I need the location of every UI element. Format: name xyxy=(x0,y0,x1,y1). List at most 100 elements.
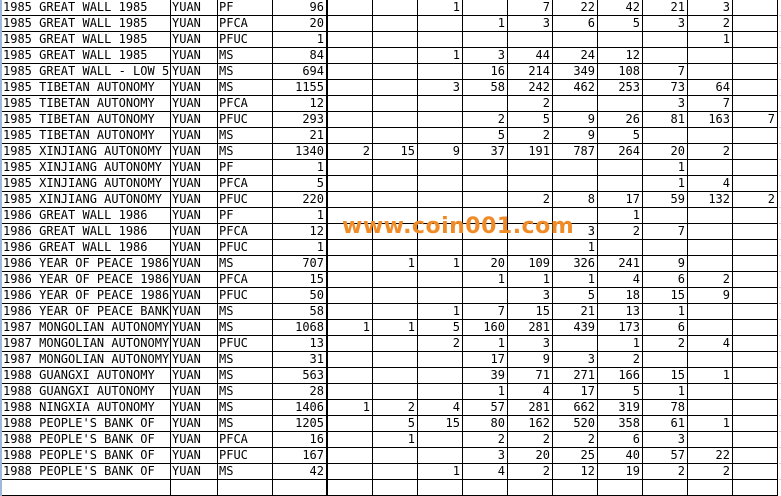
cell-count[interactable] xyxy=(463,32,508,48)
cell-count[interactable] xyxy=(733,400,778,416)
cell-grade[interactable]: MS xyxy=(218,256,273,272)
cell-count[interactable] xyxy=(733,16,778,32)
cell-count[interactable]: 78 xyxy=(643,400,688,416)
cell-count[interactable] xyxy=(418,432,463,448)
cell-unit[interactable]: YUAN xyxy=(171,144,218,160)
cell-count[interactable] xyxy=(733,368,778,384)
cell-count[interactable] xyxy=(688,432,733,448)
cell-grade[interactable]: PFUC xyxy=(218,448,273,464)
cell-count[interactable]: 1 xyxy=(643,160,688,176)
cell-count[interactable] xyxy=(418,384,463,400)
cell-count[interactable]: 20 xyxy=(643,144,688,160)
cell-count[interactable]: 6 xyxy=(598,432,643,448)
cell-grade[interactable]: PFCA xyxy=(218,176,273,192)
cell-count[interactable]: 349 xyxy=(553,64,598,80)
cell-count[interactable]: 20 xyxy=(508,448,553,464)
cell-count[interactable]: 12 xyxy=(598,48,643,64)
cell-count[interactable]: 6 xyxy=(643,272,688,288)
cell-grade[interactable]: PFCA xyxy=(218,16,273,32)
cell-count[interactable]: 2 xyxy=(553,432,598,448)
cell-grade[interactable]: MS xyxy=(218,352,273,368)
cell-count[interactable] xyxy=(328,352,373,368)
cell-count[interactable] xyxy=(328,432,373,448)
cell-count[interactable] xyxy=(418,352,463,368)
cell-count[interactable]: 4 xyxy=(598,272,643,288)
cell-count[interactable]: 7 xyxy=(688,96,733,112)
cell-count[interactable] xyxy=(508,176,553,192)
cell-count[interactable] xyxy=(688,304,733,320)
cell-unit[interactable]: YUAN xyxy=(171,80,218,96)
cell-count[interactable] xyxy=(733,432,778,448)
cell-count[interactable] xyxy=(373,336,418,352)
cell-count[interactable] xyxy=(328,288,373,304)
cell-name[interactable]: 1985 XINJIANG AUTONOMY xyxy=(2,192,171,208)
cell-grade[interactable]: MS xyxy=(218,368,273,384)
cell-count[interactable]: 166 xyxy=(598,368,643,384)
cell-count[interactable] xyxy=(373,464,418,480)
cell-count[interactable] xyxy=(418,160,463,176)
cell-count[interactable] xyxy=(418,64,463,80)
cell-unit[interactable]: YUAN xyxy=(171,192,218,208)
cell-total[interactable]: 1 xyxy=(273,32,328,48)
cell-count[interactable] xyxy=(733,480,778,496)
cell-grade[interactable]: PFUC xyxy=(218,336,273,352)
cell-count[interactable]: 26 xyxy=(598,112,643,128)
cell-count[interactable]: 58 xyxy=(463,80,508,96)
cell-count[interactable] xyxy=(733,416,778,432)
cell-unit[interactable]: YUAN xyxy=(171,224,218,240)
cell-count[interactable]: 191 xyxy=(508,144,553,160)
cell-count[interactable]: 2 xyxy=(328,144,373,160)
cell-total[interactable] xyxy=(273,480,328,496)
cell-grade[interactable]: PF xyxy=(218,0,273,16)
cell-total[interactable]: 1406 xyxy=(273,400,328,416)
cell-count[interactable] xyxy=(688,48,733,64)
cell-count[interactable]: 3 xyxy=(463,48,508,64)
cell-count[interactable]: 5 xyxy=(553,288,598,304)
cell-count[interactable] xyxy=(553,208,598,224)
cell-count[interactable] xyxy=(688,160,733,176)
cell-count[interactable]: 1 xyxy=(418,0,463,16)
cell-count[interactable] xyxy=(418,112,463,128)
cell-count[interactable] xyxy=(688,208,733,224)
cell-count[interactable] xyxy=(643,352,688,368)
cell-count[interactable] xyxy=(733,240,778,256)
cell-count[interactable] xyxy=(553,336,598,352)
cell-count[interactable]: 5 xyxy=(598,16,643,32)
cell-count[interactable]: 253 xyxy=(598,80,643,96)
cell-unit[interactable]: YUAN xyxy=(171,96,218,112)
cell-count[interactable]: 15 xyxy=(643,288,688,304)
cell-name[interactable]: 1985 GREAT WALL 1985 xyxy=(2,48,171,64)
cell-count[interactable]: 1 xyxy=(373,256,418,272)
cell-count[interactable] xyxy=(553,96,598,112)
cell-count[interactable] xyxy=(373,384,418,400)
cell-count[interactable] xyxy=(733,304,778,320)
cell-grade[interactable]: PFCA xyxy=(218,224,273,240)
cell-unit[interactable]: YUAN xyxy=(171,32,218,48)
cell-count[interactable] xyxy=(328,48,373,64)
cell-count[interactable]: 13 xyxy=(598,304,643,320)
cell-count[interactable] xyxy=(598,96,643,112)
cell-count[interactable]: 2 xyxy=(643,336,688,352)
cell-count[interactable] xyxy=(328,272,373,288)
cell-unit[interactable]: YUAN xyxy=(171,368,218,384)
cell-count[interactable]: 1 xyxy=(688,368,733,384)
cell-total[interactable]: 21 xyxy=(273,128,328,144)
cell-count[interactable] xyxy=(373,80,418,96)
cell-count[interactable]: 3 xyxy=(553,352,598,368)
cell-count[interactable]: 7 xyxy=(508,0,553,16)
cell-count[interactable]: 1 xyxy=(373,320,418,336)
cell-count[interactable] xyxy=(373,112,418,128)
cell-count[interactable]: 3 xyxy=(508,16,553,32)
cell-count[interactable]: 319 xyxy=(598,400,643,416)
cell-count[interactable]: 5 xyxy=(598,128,643,144)
cell-count[interactable]: 9 xyxy=(643,256,688,272)
cell-total[interactable]: 50 xyxy=(273,288,328,304)
cell-count[interactable] xyxy=(733,336,778,352)
cell-count[interactable]: 3 xyxy=(463,448,508,464)
cell-count[interactable]: 1 xyxy=(553,240,598,256)
cell-count[interactable]: 2 xyxy=(418,336,463,352)
cell-count[interactable] xyxy=(373,48,418,64)
cell-count[interactable]: 59 xyxy=(643,192,688,208)
cell-count[interactable] xyxy=(418,192,463,208)
cell-count[interactable]: 2 xyxy=(508,96,553,112)
